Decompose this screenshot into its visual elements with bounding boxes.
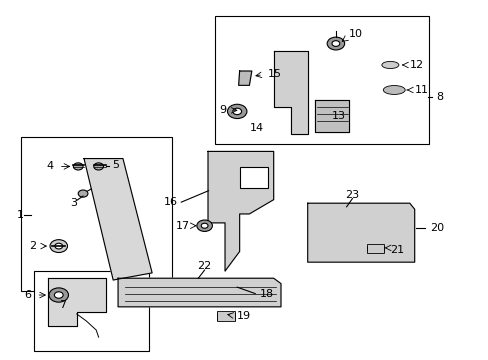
Text: 8: 8 bbox=[436, 92, 443, 102]
Polygon shape bbox=[238, 71, 251, 85]
Circle shape bbox=[227, 104, 246, 118]
Text: 18: 18 bbox=[260, 289, 274, 298]
Polygon shape bbox=[118, 278, 281, 307]
Polygon shape bbox=[47, 278, 106, 327]
Text: 5: 5 bbox=[112, 160, 119, 170]
Bar bbox=[34, 271, 148, 351]
Text: 3: 3 bbox=[70, 198, 77, 208]
Text: 16: 16 bbox=[163, 197, 177, 207]
Text: 21: 21 bbox=[389, 245, 404, 255]
Text: 17: 17 bbox=[176, 221, 190, 231]
Text: 1: 1 bbox=[16, 210, 23, 220]
Text: 7: 7 bbox=[59, 300, 65, 310]
Bar bbox=[366, 244, 383, 253]
Polygon shape bbox=[273, 51, 307, 134]
Bar bbox=[21, 137, 171, 291]
Ellipse shape bbox=[381, 62, 398, 68]
Polygon shape bbox=[307, 203, 414, 262]
Circle shape bbox=[326, 37, 344, 50]
Text: 6: 6 bbox=[24, 290, 31, 300]
Circle shape bbox=[197, 220, 212, 231]
Bar bbox=[217, 311, 234, 321]
Text: 15: 15 bbox=[267, 68, 281, 78]
Text: 20: 20 bbox=[429, 223, 444, 233]
Circle shape bbox=[331, 41, 339, 46]
Circle shape bbox=[73, 163, 83, 170]
Polygon shape bbox=[84, 158, 152, 280]
Polygon shape bbox=[207, 152, 273, 271]
Bar bbox=[215, 16, 428, 144]
Bar bbox=[239, 167, 267, 188]
Text: 2: 2 bbox=[29, 241, 36, 251]
Circle shape bbox=[201, 223, 207, 228]
Text: 9: 9 bbox=[219, 105, 225, 115]
Circle shape bbox=[78, 190, 88, 197]
Circle shape bbox=[49, 288, 68, 302]
Text: 22: 22 bbox=[197, 261, 211, 271]
Polygon shape bbox=[314, 100, 348, 132]
Text: 4: 4 bbox=[47, 161, 54, 171]
Ellipse shape bbox=[383, 86, 405, 94]
Circle shape bbox=[54, 292, 63, 298]
Text: 19: 19 bbox=[237, 311, 251, 321]
Circle shape bbox=[232, 108, 241, 114]
Text: 10: 10 bbox=[348, 28, 362, 39]
Circle shape bbox=[94, 163, 103, 170]
Text: 13: 13 bbox=[332, 111, 346, 121]
Circle shape bbox=[50, 240, 67, 252]
Text: 14: 14 bbox=[249, 123, 263, 133]
Text: 23: 23 bbox=[345, 190, 359, 200]
Text: 12: 12 bbox=[409, 60, 423, 70]
Circle shape bbox=[55, 243, 62, 249]
Text: 11: 11 bbox=[414, 85, 428, 95]
